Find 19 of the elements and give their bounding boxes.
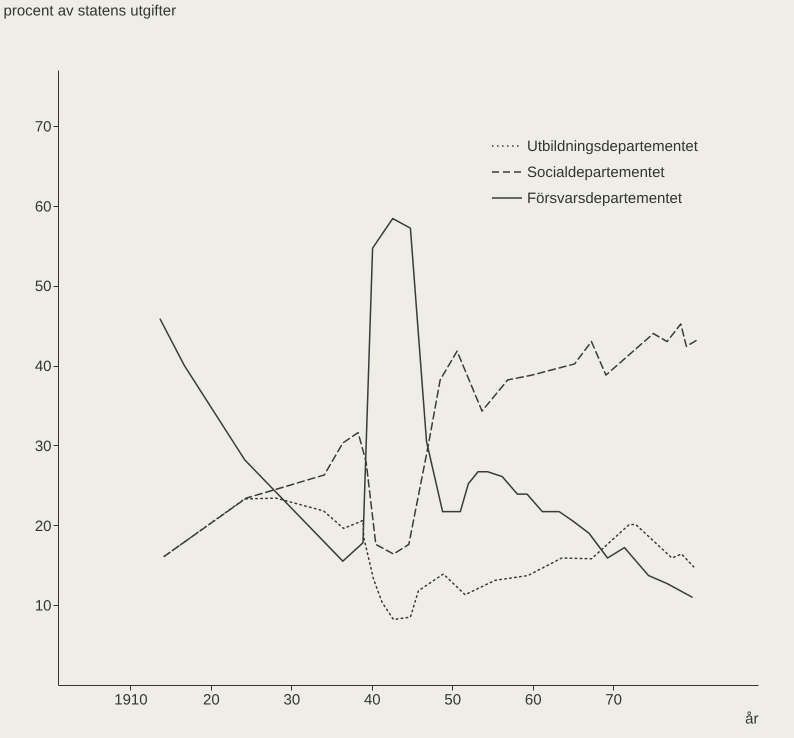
x-tick-label: 70 bbox=[605, 692, 622, 708]
x-tick-label: 1910 bbox=[114, 692, 148, 708]
legend-label: Utbildningsdepartementet bbox=[527, 138, 699, 155]
legend-label: Socialdepartementet bbox=[527, 164, 666, 181]
x-tick-label: 50 bbox=[444, 692, 462, 708]
y-tick-label: 40 bbox=[34, 358, 52, 376]
y-axis-title: procent av statens utgifter bbox=[4, 2, 176, 20]
y-tick-label: 70 bbox=[34, 118, 52, 136]
y-tick-label: 50 bbox=[34, 278, 52, 296]
y-tick-label: 60 bbox=[34, 198, 52, 216]
y-tick-label: 10 bbox=[34, 598, 52, 615]
x-tick-label: 40 bbox=[364, 692, 381, 708]
y-tick-label: 30 bbox=[34, 438, 52, 455]
x-tick-label: 20 bbox=[203, 692, 220, 708]
x-tick-label: 60 bbox=[524, 692, 542, 708]
legend-label: Försvarsdepartementet bbox=[527, 190, 683, 207]
y-tick-label: 20 bbox=[34, 518, 52, 535]
x-axis-title: år bbox=[745, 710, 758, 728]
x-tick-label: 30 bbox=[283, 692, 300, 708]
